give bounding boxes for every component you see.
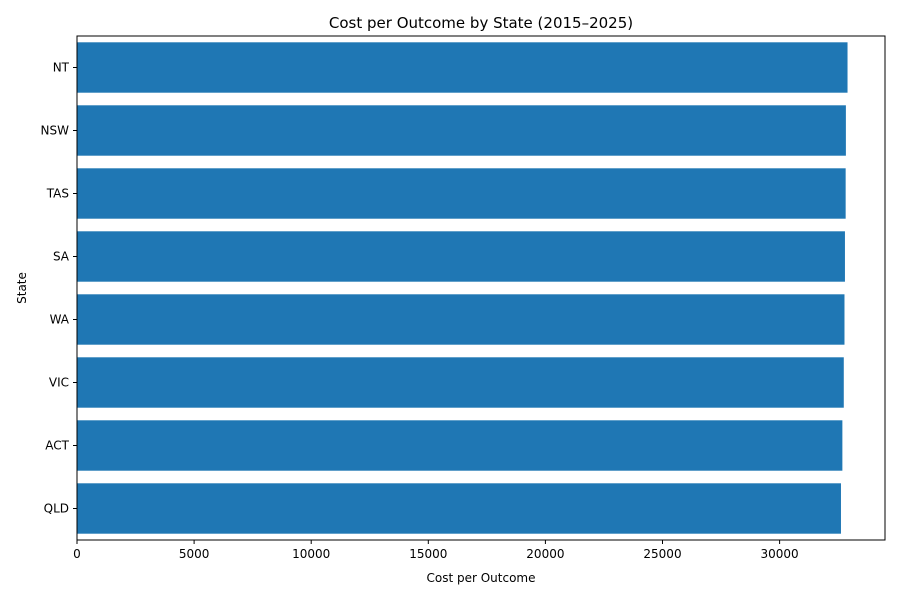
- y-tick-label-vic: VIC: [49, 376, 69, 390]
- bar-vic: [77, 357, 844, 408]
- y-tick-label-wa: WA: [50, 313, 70, 327]
- y-tick-label-nsw: NSW: [41, 124, 70, 138]
- x-tick-label-25000: 25000: [643, 547, 681, 561]
- bars: [77, 42, 848, 534]
- x-tick-label-10000: 10000: [292, 547, 330, 561]
- y-axis: QLD ACT VIC WA SA TAS NSW NT: [41, 61, 77, 516]
- plot-frame: [76, 35, 886, 541]
- chart-title: Cost per Outcome by State (2015–2025): [329, 14, 633, 32]
- y-tick-label-act: ACT: [45, 439, 69, 453]
- y-tick-label-nt: NT: [53, 61, 70, 75]
- x-axis: 0 5000 10000 15000 20000 25000 30000: [73, 540, 799, 561]
- y-tick-label-qld: QLD: [44, 502, 69, 516]
- x-axis-label: Cost per Outcome: [426, 571, 535, 585]
- x-tick-label-5000: 5000: [179, 547, 210, 561]
- y-tick-label-tas: TAS: [46, 187, 69, 201]
- bar-qld: [77, 483, 841, 534]
- y-tick-label-sa: SA: [53, 250, 70, 264]
- bar-act: [77, 420, 843, 471]
- x-tick-label-15000: 15000: [409, 547, 447, 561]
- x-tick-label-0: 0: [73, 547, 81, 561]
- y-axis-label: State: [15, 272, 29, 304]
- x-tick-label-20000: 20000: [526, 547, 564, 561]
- bar-tas: [77, 168, 846, 219]
- bar-sa: [77, 231, 845, 282]
- bar-wa: [77, 294, 845, 345]
- bar-nt: [77, 42, 848, 93]
- bar-nsw: [77, 105, 846, 156]
- x-tick-label-30000: 30000: [761, 547, 799, 561]
